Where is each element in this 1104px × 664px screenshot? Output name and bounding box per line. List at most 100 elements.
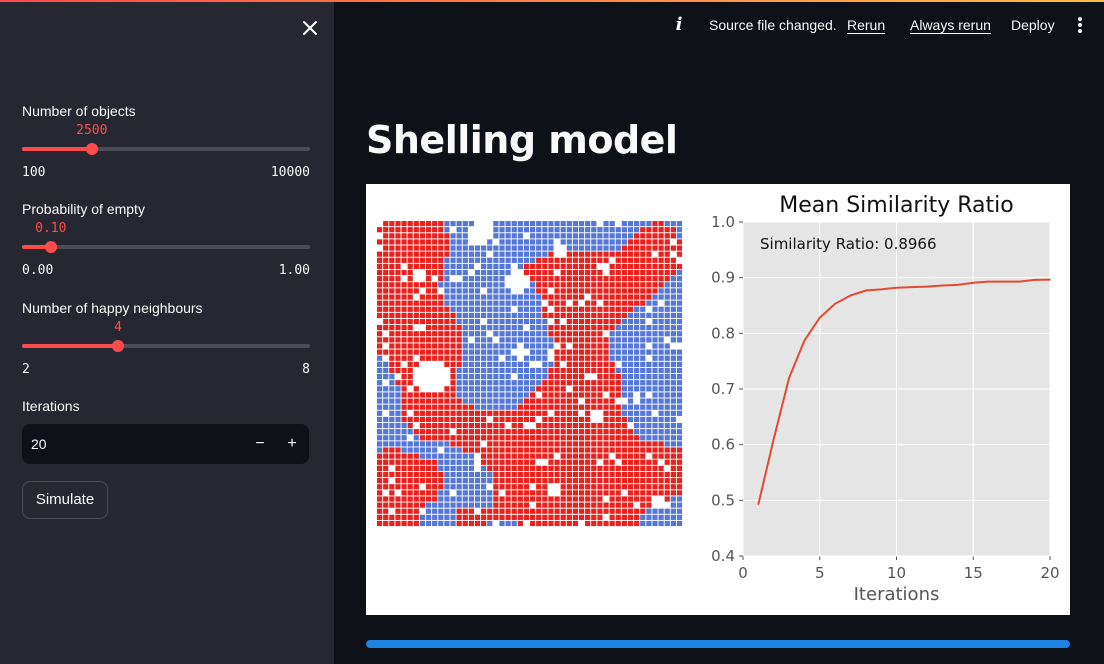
- agent-red: [425, 221, 432, 227]
- agent-red: [401, 386, 407, 392]
- agent-red: [377, 478, 383, 484]
- slider-track[interactable]: [22, 147, 310, 151]
- agent-red: [383, 325, 389, 331]
- agent-blue: [609, 337, 615, 343]
- decrement-button[interactable]: −: [255, 435, 265, 452]
- y-tick-label: 0.7: [711, 380, 735, 398]
- agent-red: [389, 245, 395, 251]
- agent-blue: [462, 478, 468, 484]
- agent-blue: [377, 404, 383, 410]
- agent-red: [413, 361, 419, 367]
- increment-button[interactable]: +: [287, 435, 297, 452]
- agent-red: [585, 496, 591, 502]
- agent-red: [401, 496, 407, 502]
- agent-blue: [560, 221, 566, 227]
- agent-red: [389, 331, 395, 337]
- agent-red: [377, 453, 383, 459]
- agent-red: [572, 343, 579, 349]
- slider-thumb[interactable]: [85, 143, 98, 155]
- agent-blue: [499, 398, 505, 404]
- agent-red: [499, 471, 505, 478]
- agent-red: [383, 276, 389, 282]
- agent-red: [419, 465, 426, 471]
- agent-red: [591, 294, 597, 300]
- slider-track[interactable]: [22, 245, 310, 249]
- slider-thumb[interactable]: [44, 241, 57, 253]
- agent-red: [407, 367, 413, 374]
- agent-red: [554, 502, 560, 508]
- agent-red: [640, 490, 646, 496]
- agent-blue: [487, 343, 493, 349]
- agent-red: [603, 441, 609, 447]
- slider-thumb[interactable]: [112, 340, 124, 352]
- agent-red: [383, 221, 389, 227]
- agent-red: [578, 361, 585, 367]
- agent-red: [646, 459, 652, 465]
- agent-red: [554, 447, 560, 453]
- agent-red: [615, 306, 621, 312]
- agent-red: [597, 343, 603, 349]
- agent-red: [560, 496, 566, 502]
- agent-red: [591, 496, 597, 502]
- empty-prob-slider[interactable]: 0.10 0.00 1.00: [22, 221, 310, 281]
- agent-blue: [658, 416, 664, 423]
- agent-blue: [401, 441, 407, 447]
- always-rerun-button[interactable]: Always rerun: [910, 17, 991, 33]
- objects-slider[interactable]: 2500 100 10000: [22, 123, 310, 183]
- agent-red: [530, 520, 536, 527]
- agent-red: [425, 325, 432, 331]
- agent-blue: [395, 392, 401, 398]
- iterations-input[interactable]: 20 − +: [22, 424, 309, 464]
- agent-red: [609, 392, 615, 398]
- agent-red: [523, 459, 530, 465]
- agent-red: [377, 325, 383, 331]
- agent-red: [487, 459, 493, 465]
- agent-blue: [450, 471, 456, 478]
- agent-red: [566, 288, 572, 294]
- agent-red: [425, 312, 432, 318]
- agent-blue: [505, 245, 511, 251]
- agent-red: [419, 496, 426, 502]
- simulate-button[interactable]: Simulate: [22, 481, 108, 519]
- agent-red: [603, 349, 609, 355]
- agent-red: [542, 490, 548, 496]
- rerun-button[interactable]: Rerun: [847, 17, 886, 33]
- agent-blue: [481, 331, 487, 337]
- deploy-button[interactable]: Deploy: [1011, 17, 1055, 33]
- agent-red: [517, 410, 523, 416]
- agent-blue: [578, 233, 585, 239]
- agent-blue: [536, 325, 542, 331]
- happy-neighbours-slider[interactable]: 4 2 8: [22, 320, 310, 380]
- agent-red: [462, 508, 468, 514]
- agent-red: [621, 478, 627, 484]
- agent-red: [566, 282, 572, 288]
- main-menu-button[interactable]: [1070, 14, 1090, 36]
- agent-red: [560, 441, 566, 447]
- agent-red: [425, 459, 432, 465]
- slider-track[interactable]: [22, 344, 310, 348]
- agent-blue: [676, 367, 683, 374]
- agent-red: [609, 484, 615, 490]
- agent-blue: [548, 233, 554, 239]
- agent-red: [505, 441, 511, 447]
- iterations-value[interactable]: 20: [31, 436, 47, 452]
- agent-red: [523, 496, 530, 502]
- agent-blue: [676, 429, 683, 435]
- agent-red: [407, 514, 413, 520]
- agent-red: [419, 337, 426, 343]
- agent-blue: [505, 227, 511, 233]
- agent-blue: [493, 251, 499, 257]
- agent-blue: [615, 337, 621, 343]
- agent-red: [401, 508, 407, 514]
- agent-blue: [627, 416, 634, 423]
- agent-blue: [517, 386, 523, 392]
- agent-red: [432, 294, 438, 300]
- agent-red: [572, 251, 579, 257]
- agent-red: [566, 325, 572, 331]
- agent-red: [389, 459, 395, 465]
- close-sidebar-button[interactable]: [298, 16, 322, 40]
- agent-blue: [640, 392, 646, 398]
- agent-red: [554, 337, 560, 343]
- agent-red: [554, 441, 560, 447]
- agent-blue: [389, 380, 395, 386]
